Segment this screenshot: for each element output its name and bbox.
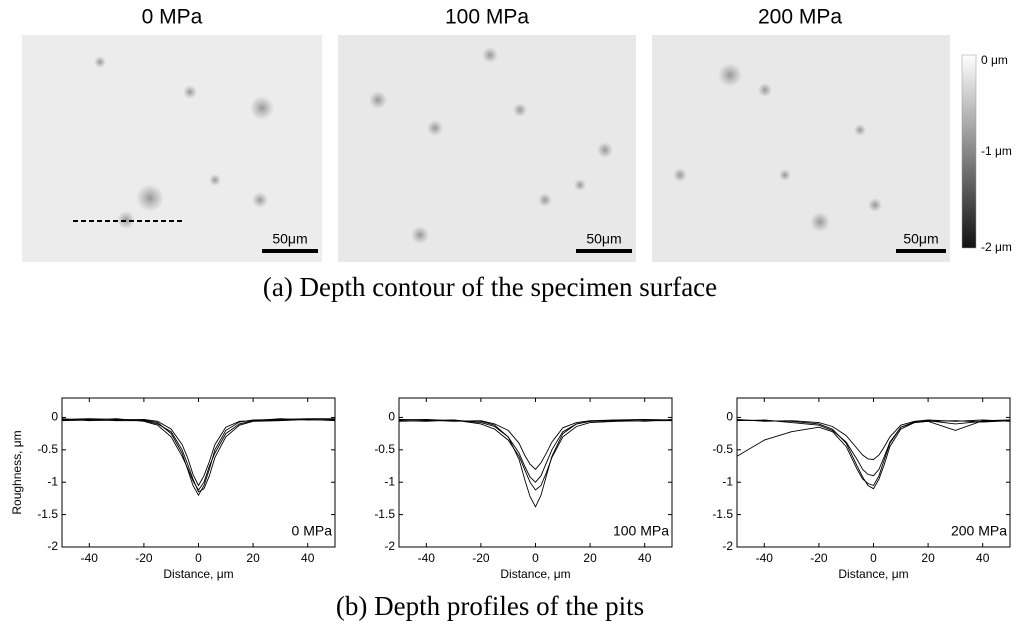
x-tick-label: 40 — [976, 551, 990, 565]
profile-line — [61, 418, 336, 491]
pit — [252, 192, 268, 208]
pit — [538, 193, 552, 207]
x-tick-label: 40 — [638, 551, 652, 565]
colorbar: 0 μm -1 μm -2 μm — [961, 53, 1012, 254]
y-axis-label: Roughness, μm — [10, 430, 24, 514]
contour-image — [652, 35, 950, 262]
x-axis-label: Distance, μm — [163, 567, 233, 581]
y-tick-label: -0.5 — [374, 442, 395, 456]
annotation: 100 MPa — [613, 523, 669, 539]
x-axis-label: Distance, μm — [838, 567, 908, 581]
scale-bar — [262, 249, 318, 253]
profile-line — [398, 418, 673, 470]
colorbar-label: -1 μm — [981, 144, 1012, 158]
y-tick-label: -1.5 — [37, 507, 58, 521]
scale-bar-label: 50μm — [586, 231, 621, 247]
caption: (b) Depth profiles of the pits — [336, 591, 644, 621]
y-tick-label: 0 — [51, 410, 58, 424]
scale-bar-label: 50μm — [903, 231, 938, 247]
profile-line — [398, 419, 672, 491]
caption: (a) Depth contour of the specimen surfac… — [263, 272, 717, 302]
y-tick-label: 0 — [726, 410, 733, 424]
scale-bar — [576, 249, 632, 253]
pit — [94, 56, 106, 68]
line-chart: 0 -0.5 -1 -1.5 -2 -40 -20 0 20 40 Distance, μm 100 … — [374, 397, 673, 581]
y-tick-label: -1 — [47, 474, 58, 488]
x-tick-label: 20 — [246, 551, 260, 565]
pit — [779, 169, 791, 181]
scale-bar — [896, 249, 946, 253]
y-tick-label: -0.5 — [712, 442, 733, 456]
contour-image — [22, 35, 322, 262]
pit — [810, 212, 830, 232]
x-tick-label: -20 — [135, 551, 153, 565]
panel-2: 50μm 200 MPa — [652, 6, 950, 262]
pit — [758, 83, 772, 97]
y-tick-label: -1.5 — [374, 507, 395, 521]
annotation: 0 MPa — [292, 523, 333, 539]
line-chart: 0 -0.5 -1 -1.5 -2 -40 -20 0 20 40 Distance, μm 200 … — [712, 397, 1011, 581]
line-chart: 0 -0.5 -1 -1.5 -2 -40 -20 0 20 40 Distance, μm Roug… — [10, 397, 336, 581]
profile-line — [61, 418, 335, 497]
x-tick-label: 40 — [301, 551, 315, 565]
y-tick-label: 0 — [388, 410, 395, 424]
x-tick-label: -40 — [418, 551, 436, 565]
profile-line — [736, 418, 1011, 460]
colorbar-label: -2 μm — [981, 240, 1012, 254]
panel-0: 50μm 0 MPa — [22, 6, 322, 262]
panel-title: 200 MPa — [758, 6, 842, 29]
profile-line — [736, 420, 1011, 487]
y-tick-label: -1 — [384, 474, 395, 488]
panel-title: 100 MPa — [445, 6, 529, 29]
pit — [136, 184, 164, 212]
pit — [718, 63, 742, 87]
profile-line — [61, 418, 336, 493]
pit — [411, 226, 429, 244]
panel-1: 50μm 100 MPa — [338, 6, 636, 262]
x-tick-label: 0 — [532, 551, 539, 565]
x-tick-label: -40 — [756, 551, 774, 565]
pit — [574, 179, 586, 191]
x-axis-label: Distance, μm — [500, 567, 570, 581]
colorbar-gradient — [961, 54, 977, 249]
y-tick-label: -2 — [722, 539, 733, 553]
profile-line — [398, 419, 673, 483]
x-tick-label: 0 — [195, 551, 202, 565]
profile-line — [398, 418, 673, 508]
x-tick-label: 0 — [870, 551, 877, 565]
x-tick-label: -20 — [810, 551, 828, 565]
x-tick-label: 20 — [583, 551, 597, 565]
pit — [482, 47, 498, 63]
profile-line — [61, 418, 336, 487]
pit — [597, 142, 613, 158]
x-tick-label: 20 — [921, 551, 935, 565]
x-tick-label: -20 — [472, 551, 490, 565]
pit — [427, 120, 443, 136]
y-tick-label: -0.5 — [37, 442, 58, 456]
profile-line — [736, 419, 1011, 490]
y-tick-label: -2 — [47, 539, 58, 553]
annotation: 200 MPa — [951, 523, 1007, 539]
x-tick-label: -40 — [81, 551, 99, 565]
y-tick-label: -1 — [722, 474, 733, 488]
profile-line — [736, 419, 1011, 477]
scale-bar-label: 50μm — [272, 231, 307, 247]
y-tick-label: -2 — [384, 539, 395, 553]
pit — [673, 168, 687, 182]
pit — [183, 85, 197, 99]
pit — [513, 103, 527, 117]
pit — [209, 174, 221, 186]
pit — [369, 91, 387, 109]
contour-image — [338, 35, 636, 262]
pit — [868, 198, 882, 212]
pit — [250, 96, 274, 120]
panel-title: 0 MPa — [142, 6, 203, 29]
colorbar-label: 0 μm — [981, 53, 1008, 67]
pit — [854, 124, 866, 136]
y-tick-label: -1.5 — [712, 507, 733, 521]
